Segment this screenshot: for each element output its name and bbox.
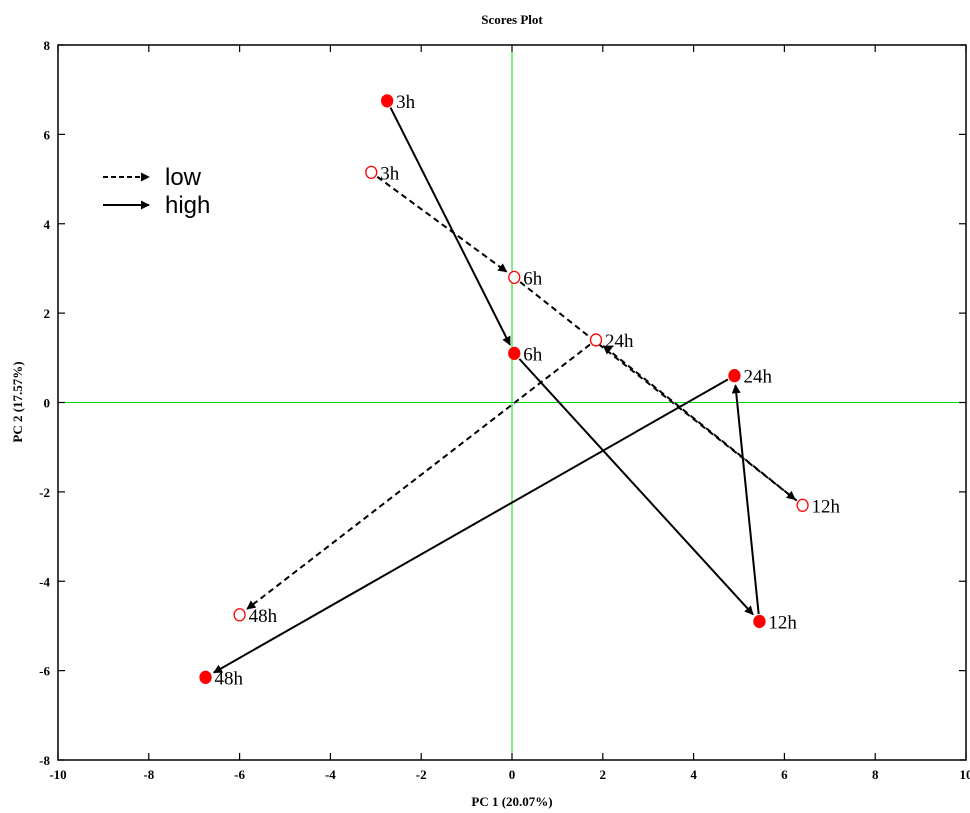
chart-title: Scores Plot	[481, 12, 543, 27]
data-points	[199, 94, 809, 684]
x-tick-label: -6	[234, 767, 245, 782]
x-tick-label: 10	[960, 767, 970, 782]
high-point-6h	[508, 346, 521, 360]
high-arrow-6h-to-12h	[518, 358, 754, 616]
x-tick-label: 0	[509, 767, 516, 782]
y-axis-label: PC 2 (17.57%)	[10, 361, 25, 442]
legend-label-low: low	[165, 164, 202, 191]
x-tick-label: -8	[143, 767, 154, 782]
low-arrow-12h-to-24h	[602, 345, 798, 502]
low-point-3h	[365, 165, 378, 180]
x-tick-label: -4	[325, 767, 336, 782]
low-point-label-12h: 12h	[812, 496, 841, 517]
x-axis-label: PC 1 (20.07%)	[471, 794, 552, 809]
low-point-label-24h: 24h	[605, 331, 634, 352]
x-tick-label: 8	[872, 767, 879, 782]
y-tick-label: 4	[44, 217, 51, 232]
legend-label-high: high	[165, 192, 210, 219]
y-tick-label: -8	[39, 753, 50, 768]
high-arrow-24h-to-48h	[213, 378, 729, 674]
trajectory-arrows	[213, 107, 798, 674]
high-point-3h	[380, 94, 394, 108]
low-point-12h	[796, 498, 809, 512]
y-tick-label: 2	[44, 306, 51, 321]
y-tick-label: 0	[44, 396, 51, 411]
high-point-label-12h: 12h	[768, 612, 797, 633]
x-tick-label: 6	[781, 767, 788, 782]
high-point-48h	[199, 670, 212, 684]
low-point-label-6h: 6h	[523, 268, 543, 289]
low-point-6h	[508, 270, 521, 285]
high-point-label-24h: 24h	[743, 367, 772, 388]
low-point-label-3h: 3h	[380, 163, 400, 184]
x-tick-label: -10	[49, 767, 66, 782]
y-tick-label: -6	[39, 664, 50, 679]
x-tick-label: 4	[690, 767, 697, 782]
low-point-48h	[233, 608, 246, 622]
low-point-24h	[589, 333, 603, 347]
x-tick-label: -2	[416, 767, 427, 782]
plot-frame	[57, 44, 967, 761]
low-point-label-48h: 48h	[249, 606, 278, 627]
y-tick-label: 8	[44, 38, 51, 53]
high-arrow-3h-to-6h	[389, 107, 511, 346]
high-point-label-48h: 48h	[215, 668, 244, 689]
y-tick-label: -2	[39, 485, 50, 500]
reference-lines	[58, 45, 966, 760]
high-point-24h	[728, 369, 741, 383]
low-arrow-3h-to-6h	[376, 175, 508, 273]
high-point-label-3h: 3h	[396, 92, 416, 113]
high-point-12h	[753, 614, 766, 629]
high-arrow-12h-to-24h	[731, 384, 760, 615]
y-tick-label: -4	[39, 574, 50, 589]
y-tick-label: 6	[44, 127, 51, 142]
high-point-label-6h: 6h	[523, 344, 543, 365]
point-labels: 3h 6h 12h 24h 48h 3h 6h 12h 24h 48h	[215, 92, 841, 689]
low-arrow-24h-to-48h	[246, 343, 591, 610]
x-tick-label: 2	[600, 767, 607, 782]
